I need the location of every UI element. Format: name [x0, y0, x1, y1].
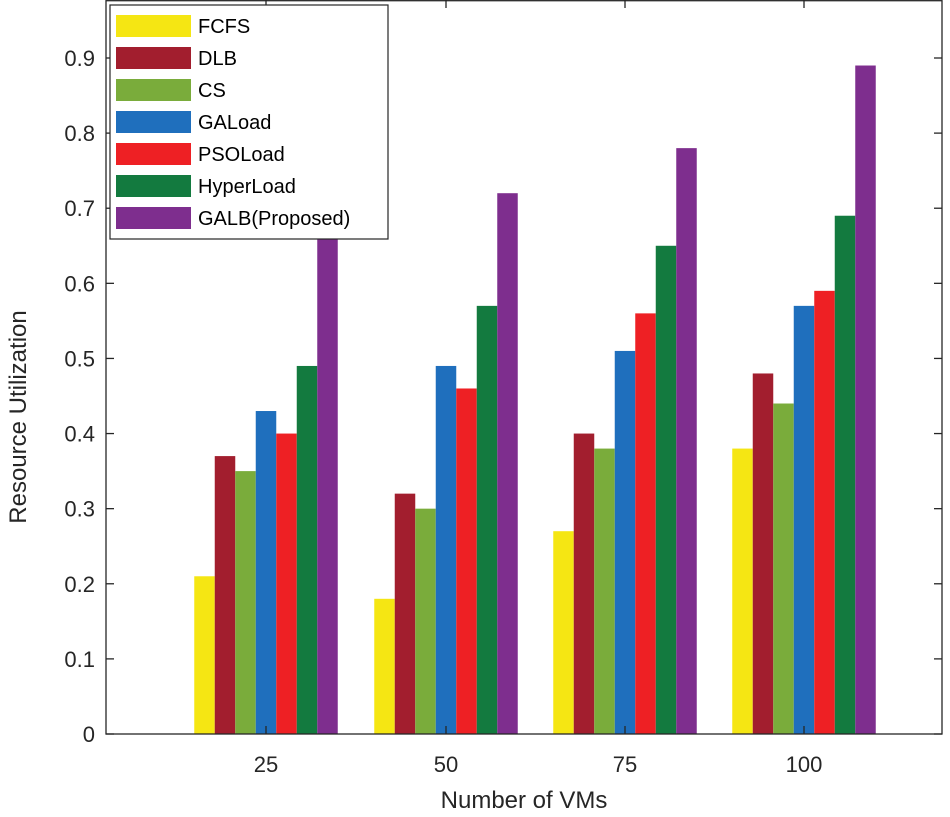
legend-swatch-dlb — [116, 47, 191, 69]
x-axis-title: Number of VMs — [441, 787, 608, 814]
plot-frame — [105, 0, 943, 735]
bar-gaload-100 — [793, 305, 815, 734]
legend-label-cs: CS — [198, 80, 226, 102]
legend-swatch-psoload — [116, 143, 191, 165]
y-tick-label: 0.6 — [64, 271, 95, 296]
bars-group — [194, 65, 876, 735]
bar-hyperload-25 — [296, 365, 318, 734]
y-tick-label: 0.1 — [64, 647, 95, 672]
bar-psoload-50 — [456, 388, 477, 734]
y-tick-label: 0.9 — [64, 46, 95, 71]
bar-cs-100 — [773, 403, 794, 734]
bar-psoload-100 — [814, 290, 835, 734]
bar-galb-proposed--25 — [317, 238, 338, 734]
bar-cs-75 — [594, 448, 615, 734]
y-tick-label: 0.2 — [64, 572, 95, 597]
bar-cs-50 — [415, 508, 436, 734]
bar-dlb-100 — [752, 373, 774, 734]
y-tick-label: 0 — [83, 722, 95, 747]
bar-hyperload-50 — [476, 305, 498, 734]
bar-dlb-25 — [214, 456, 236, 734]
legend-label-galb-proposed-: GALB(Proposed) — [198, 208, 350, 230]
bar-fcfs-75 — [553, 531, 574, 734]
legend-swatch-cs — [116, 79, 191, 101]
x-tick-label: 25 — [254, 752, 278, 777]
y-tick-label: 0.7 — [64, 196, 95, 221]
legend-swatch-galb-proposed- — [116, 207, 191, 229]
bar-dlb-50 — [394, 493, 416, 734]
bar-gaload-25 — [255, 411, 277, 734]
legend-swatch-gaload — [116, 111, 191, 133]
bar-cs-25 — [235, 471, 256, 734]
bar-hyperload-75 — [655, 245, 677, 734]
x-tick-label: 50 — [434, 752, 458, 777]
legend-label-gaload: GALoad — [198, 112, 271, 134]
y-ticks-group: 0 0.1 0.2 0.3 0.4 0.5 0.6 0.7 0.8 0.9 — [64, 46, 942, 747]
y-tick-label: 0.4 — [64, 422, 95, 447]
legend-label-hyperload: HyperLoad — [198, 176, 296, 198]
bar-galb-proposed--50 — [497, 193, 518, 734]
y-tick-label: 0.3 — [64, 497, 95, 522]
bar-psoload-75 — [635, 313, 656, 734]
legend-label-dlb: DLB — [198, 48, 237, 70]
x-tick-label: 75 — [613, 752, 637, 777]
x-tick-label: 100 — [786, 752, 823, 777]
legend-swatch-hyperload — [116, 175, 191, 197]
legend-label-psoload: PSOLoad — [198, 144, 285, 166]
y-tick-label: 0.5 — [64, 346, 95, 371]
legend-label-fcfs: FCFS — [198, 16, 250, 38]
bar-fcfs-25 — [194, 576, 215, 734]
legend: FCFS DLB CS GALoad PSOLoad HyperLoad GALB(Prop… — [109, 4, 389, 240]
bar-psoload-25 — [276, 433, 297, 734]
bar-hyperload-100 — [834, 215, 856, 734]
axes-group — [105, 0, 943, 735]
bar-galb-proposed--100 — [855, 65, 876, 734]
y-axis-title: Resource Utilization — [5, 310, 32, 523]
bar-fcfs-50 — [374, 598, 395, 734]
y-tick-label: 0.8 — [64, 121, 95, 146]
bar-dlb-75 — [573, 433, 595, 734]
legend-swatch-fcfs — [116, 15, 191, 37]
bar-galb-proposed--75 — [676, 148, 697, 735]
bar-gaload-75 — [614, 350, 636, 734]
bar-gaload-50 — [435, 365, 457, 734]
x-ticks-group: 25 50 75 100 — [254, 0, 823, 777]
bar-fcfs-100 — [732, 448, 753, 734]
